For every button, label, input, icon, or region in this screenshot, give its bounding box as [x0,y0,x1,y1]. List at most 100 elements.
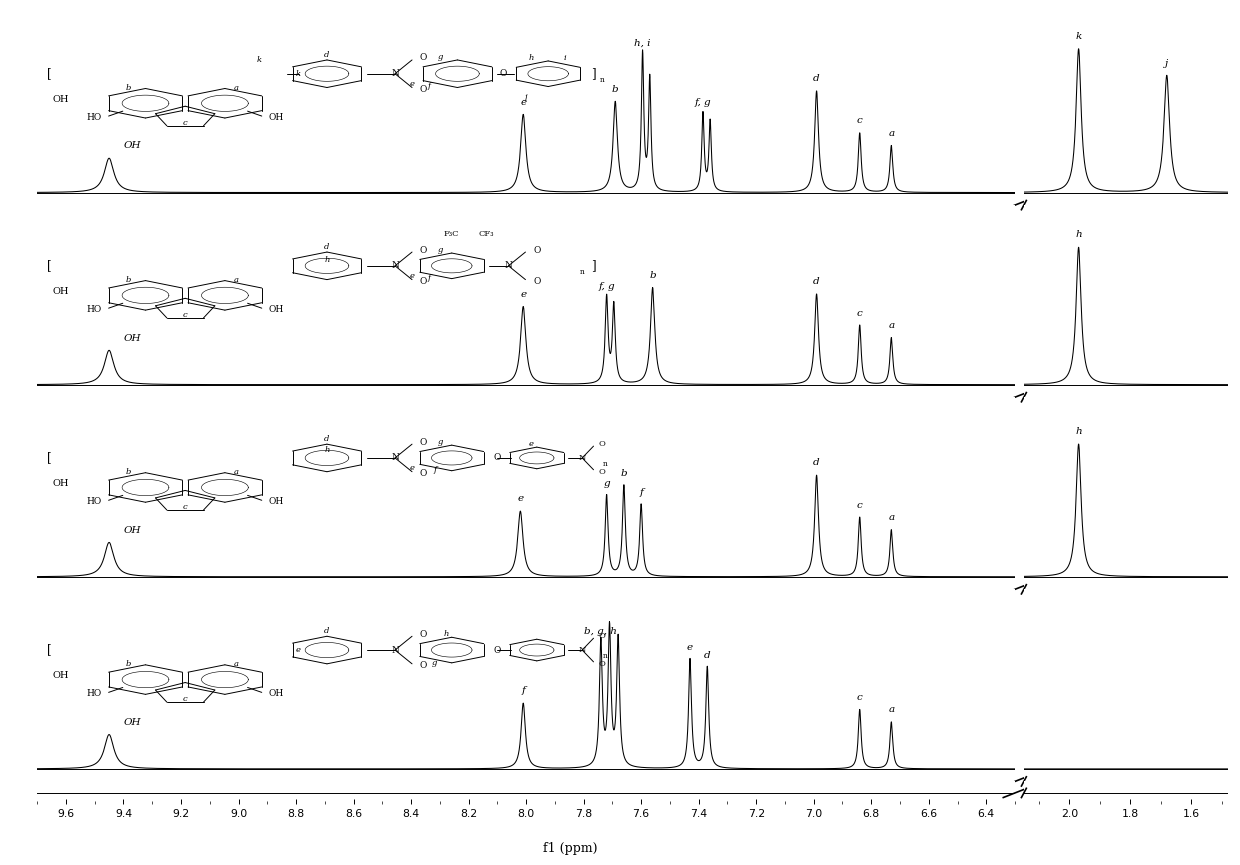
Text: a: a [888,321,894,330]
Text: h: h [325,256,330,264]
Text: d: d [325,627,330,635]
Text: OH: OH [268,112,284,122]
Text: O: O [419,438,427,446]
Text: b: b [125,660,131,668]
Text: f, g: f, g [599,282,615,291]
Text: c: c [182,695,187,703]
Text: h, i: h, i [635,38,651,48]
Text: a: a [233,660,239,668]
Text: F₃C: F₃C [444,230,460,239]
Text: N: N [391,645,399,655]
Text: k: k [257,56,262,64]
Text: O: O [419,469,427,478]
Text: e: e [296,646,301,654]
Text: n: n [603,460,608,468]
Text: N: N [391,69,399,78]
Text: O: O [419,54,427,62]
Text: b: b [613,85,619,94]
Text: n: n [580,268,584,276]
Text: b: b [620,470,627,478]
Text: n: n [603,652,608,660]
Text: O: O [419,85,427,94]
Text: f: f [428,81,430,90]
Text: OH: OH [52,287,68,296]
Text: OH: OH [123,718,141,727]
Text: c: c [857,117,863,125]
Text: N: N [579,646,585,654]
Text: g: g [438,53,443,61]
Text: HO: HO [87,689,102,698]
Text: N: N [579,454,585,462]
Text: N: N [391,261,399,271]
Text: n: n [600,75,604,84]
Text: h: h [1075,427,1083,436]
Text: O: O [533,277,541,286]
Text: OH: OH [123,334,141,343]
Text: b: b [650,271,656,280]
Text: d: d [325,435,330,443]
Text: b, g, h: b, g, h [584,627,618,636]
Text: O: O [498,69,506,78]
Text: g: g [432,659,438,667]
Text: a: a [233,84,239,92]
Text: e: e [528,440,533,448]
Text: c: c [182,503,187,511]
Text: c: c [857,309,863,317]
Text: k: k [1075,32,1081,42]
Text: CF₃: CF₃ [477,230,494,239]
Text: [: [ [47,452,51,465]
Text: c: c [182,311,187,319]
Text: [: [ [47,67,51,80]
Text: f, g: f, g [694,98,712,106]
Text: j: j [525,93,527,101]
Text: [: [ [47,260,51,272]
Text: d: d [813,74,820,83]
Text: a: a [888,513,894,522]
Text: f: f [521,687,526,695]
Text: d: d [325,243,330,251]
Text: f: f [433,465,436,474]
Text: O: O [419,662,427,670]
Text: d: d [813,278,820,286]
Text: O: O [494,453,501,463]
Text: f: f [428,273,430,282]
Text: OH: OH [123,526,141,535]
Text: e: e [520,98,526,106]
Text: OH: OH [268,304,284,314]
Text: g: g [438,246,443,254]
Text: OH: OH [52,95,68,104]
Text: g: g [604,478,610,488]
Text: a: a [233,468,239,476]
Text: O: O [419,630,427,638]
Text: O: O [599,632,605,640]
Text: d: d [704,650,711,660]
Text: j: j [1166,59,1168,67]
Text: e: e [520,290,526,298]
Text: ]: ] [591,67,596,80]
Text: OH: OH [268,497,284,506]
Text: ]: ] [591,260,596,272]
Text: N: N [505,261,512,271]
Text: N: N [391,453,399,463]
Text: OH: OH [52,671,68,680]
Text: e: e [687,643,693,651]
Text: OH: OH [52,479,68,488]
Text: e: e [409,272,414,279]
Text: h: h [325,446,330,454]
Text: e: e [409,464,414,471]
Text: O: O [599,440,605,448]
Text: O: O [533,246,541,254]
Text: OH: OH [268,689,284,698]
Text: O: O [599,660,605,668]
Text: f: f [639,488,644,497]
Text: O: O [419,246,427,254]
Text: h: h [1075,230,1083,240]
Text: O: O [494,645,501,655]
Text: d: d [813,458,820,467]
Text: f1 (ppm): f1 (ppm) [543,842,598,855]
Text: k: k [296,70,301,78]
Text: b: b [125,276,131,284]
Text: O: O [419,277,427,286]
Text: e: e [409,80,414,87]
Text: OH: OH [123,141,141,151]
